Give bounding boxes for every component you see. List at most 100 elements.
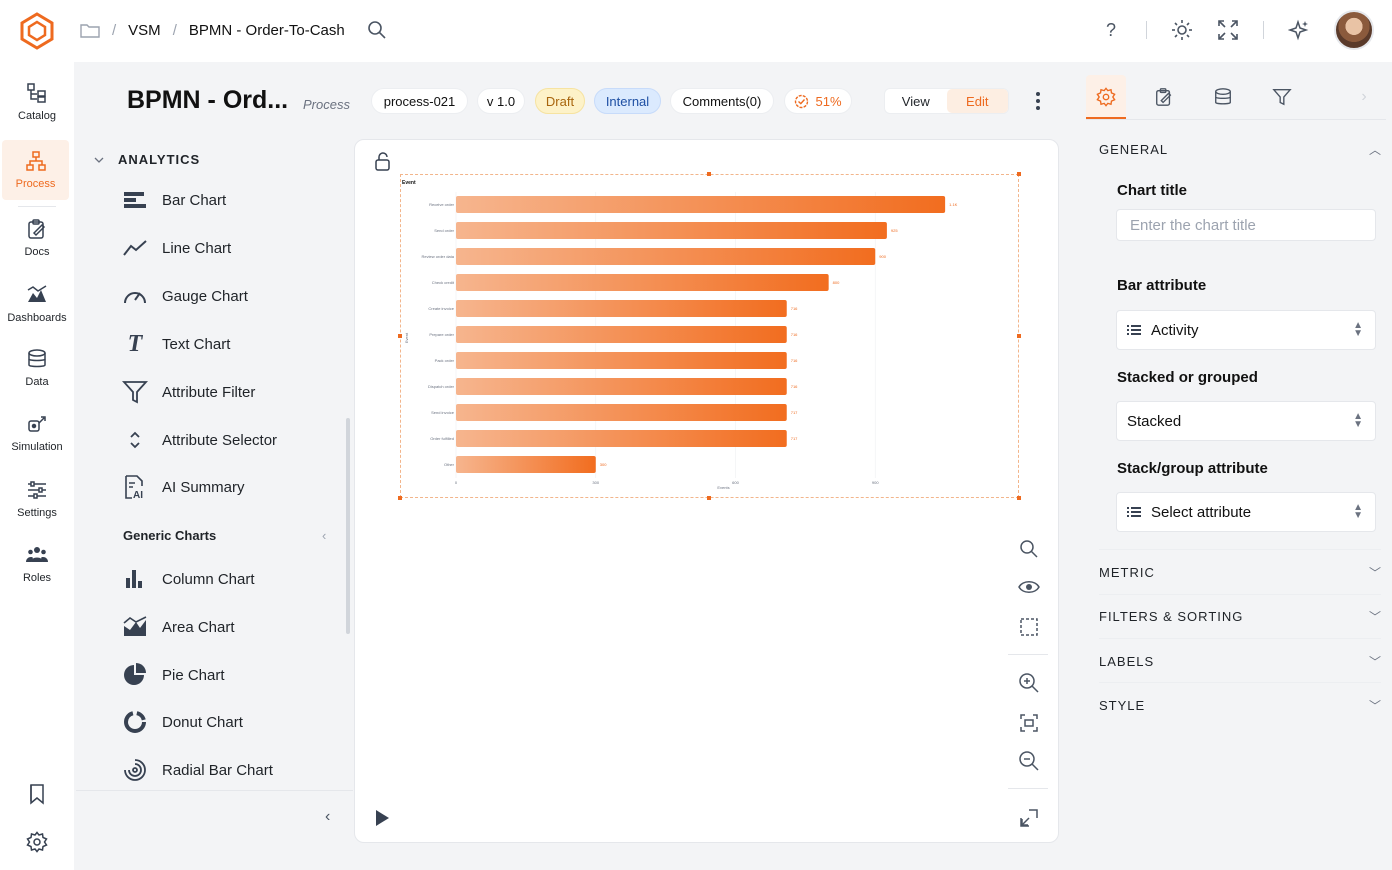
widget-radial-bar-chart[interactable]: Radial Bar Chart — [122, 757, 273, 783]
zoom-in-icon[interactable] — [1018, 672, 1040, 694]
tab-settings[interactable] — [1086, 75, 1126, 119]
section-general[interactable]: GENERAL ︿ — [1099, 141, 1381, 158]
widget-ai-summary[interactable]: AI AI Summary — [122, 474, 245, 500]
fullscreen-icon[interactable] — [1217, 19, 1239, 41]
bar — [456, 300, 787, 317]
chart-title-input[interactable]: Enter the chart title — [1116, 209, 1376, 241]
widget-gauge-chart[interactable]: Gauge Chart — [122, 283, 248, 309]
widget-attribute-filter[interactable]: Attribute Filter — [122, 379, 255, 405]
lock-icon[interactable] — [374, 152, 392, 172]
widget-line-chart[interactable]: Line Chart — [122, 235, 231, 261]
folder-icon[interactable] — [80, 22, 100, 38]
select-area-icon[interactable] — [1018, 616, 1040, 638]
resize-handle[interactable] — [707, 172, 711, 176]
status-badge[interactable]: Draft — [535, 88, 585, 114]
minimize-icon[interactable] — [1018, 807, 1040, 829]
resize-handle[interactable] — [707, 496, 711, 500]
chevron-right-icon[interactable]: › — [1361, 88, 1367, 105]
resize-handle[interactable] — [398, 496, 402, 500]
section-metric[interactable]: METRIC ﹀ — [1099, 564, 1381, 581]
widget-attribute-selector[interactable]: Attribute Selector — [122, 427, 277, 453]
data-label: 716 — [791, 332, 798, 337]
chevron-left-icon[interactable]: ‹ — [322, 528, 327, 543]
resize-handle[interactable] — [1017, 334, 1021, 338]
rail-item-process[interactable]: Process — [2, 140, 69, 200]
rail-item-data[interactable]: Data — [0, 338, 74, 398]
more-options-icon[interactable] — [1030, 90, 1046, 112]
search-icon[interactable] — [1018, 538, 1040, 560]
divider — [1086, 119, 1386, 120]
play-icon[interactable] — [376, 810, 389, 826]
widget-area-chart[interactable]: Area Chart — [122, 614, 235, 640]
chevron-up-icon: ︿ — [1368, 143, 1381, 157]
bar — [456, 404, 787, 421]
completion-badge[interactable]: 51% — [784, 88, 852, 114]
rail-item-dashboards[interactable]: Dashboards — [0, 274, 74, 334]
category-label: Pack order — [435, 358, 455, 363]
bookmark-icon[interactable] — [27, 783, 47, 805]
section-style[interactable]: STYLE ﹀ — [1099, 697, 1381, 714]
widget-column-chart[interactable]: Column Chart — [122, 566, 255, 592]
category-label: Send order — [434, 228, 454, 233]
line-chart-icon — [123, 240, 147, 256]
analytics-section-header[interactable]: ANALYTICS — [94, 152, 200, 167]
widget-label: Line Chart — [162, 239, 232, 257]
view-button[interactable]: View — [901, 93, 930, 109]
version-badge[interactable]: v 1.0 — [477, 88, 525, 114]
widget-donut-chart[interactable]: Donut Chart — [122, 709, 243, 735]
rail-item-settings[interactable]: Settings — [0, 469, 74, 529]
rail-label: Process — [15, 178, 56, 190]
stacked-select[interactable]: Stacked ▲ ▼ — [1116, 401, 1376, 441]
visibility-badge[interactable]: Internal — [594, 88, 661, 114]
sliders-icon — [28, 481, 46, 499]
clipboard-edit-icon — [1156, 88, 1172, 106]
x-tick-label: 600 — [732, 480, 739, 485]
selector-icon — [130, 431, 140, 449]
rail-item-roles[interactable]: Roles — [0, 534, 74, 594]
right-panel-tabs: › — [1086, 75, 1386, 119]
section-filters-sorting[interactable]: FILTERS & SORTING ﹀ — [1099, 608, 1381, 625]
bar-chart[interactable]: Event 0 300 600 900 Receive order 1.1K Send ord… — [400, 174, 1019, 498]
breadcrumb-vsm[interactable]: VSM — [128, 21, 161, 39]
category-label: Receive order — [429, 202, 455, 207]
comments-button[interactable]: Comments(0) — [670, 88, 774, 114]
rail-item-docs[interactable]: Docs — [0, 208, 74, 268]
resize-handle[interactable] — [1017, 172, 1021, 176]
collapse-panel-icon[interactable]: ‹ — [325, 808, 331, 825]
bar — [456, 196, 946, 213]
resize-handle[interactable] — [398, 334, 402, 338]
donut-chart-icon — [124, 711, 146, 733]
tab-notes[interactable] — [1144, 75, 1184, 119]
widget-bar-chart[interactable]: Bar Chart — [122, 187, 226, 213]
theme-toggle-icon[interactable] — [1171, 19, 1193, 41]
fit-to-screen-icon[interactable] — [1018, 712, 1040, 734]
tab-filters[interactable] — [1262, 75, 1302, 119]
search-icon[interactable] — [367, 20, 387, 40]
tab-data[interactable] — [1203, 75, 1243, 119]
user-avatar[interactable] — [1334, 10, 1374, 50]
ai-sparkle-icon[interactable] — [1288, 19, 1310, 41]
eye-icon[interactable] — [1018, 576, 1040, 598]
bar-attribute-select[interactable]: Activity ▲ ▼ — [1116, 310, 1376, 350]
widget-pie-chart[interactable]: Pie Chart — [122, 662, 225, 688]
breadcrumb-process[interactable]: BPMN - Order-To-Cash — [188, 21, 345, 39]
app-logo[interactable] — [19, 12, 55, 50]
gear-icon[interactable] — [26, 831, 48, 853]
section-labels[interactable]: LABELS ﹀ — [1099, 653, 1381, 670]
stack-attribute-select[interactable]: Select attribute ▲ ▼ — [1116, 492, 1376, 532]
widget-label: Column Chart — [162, 570, 255, 588]
bar — [456, 352, 787, 369]
resize-handle[interactable] — [1017, 496, 1021, 500]
generic-charts-header[interactable]: Generic Charts — [123, 528, 217, 543]
rail-item-simulation[interactable]: Simulation — [0, 403, 74, 463]
chart-title-label: Chart title — [1117, 182, 1188, 199]
widget-text-chart[interactable]: T Text Chart — [122, 331, 231, 357]
widget-label: Radial Bar Chart — [162, 761, 273, 779]
edit-button[interactable]: Edit — [946, 89, 1008, 113]
zoom-out-icon[interactable] — [1018, 750, 1040, 772]
help-icon[interactable]: ? — [1105, 19, 1116, 40]
widget-label: Attribute Filter — [162, 383, 256, 401]
category-label: Other — [444, 462, 455, 467]
widget-list-scrollbar[interactable] — [346, 418, 350, 634]
rail-item-catalog[interactable]: Catalog — [0, 72, 74, 132]
